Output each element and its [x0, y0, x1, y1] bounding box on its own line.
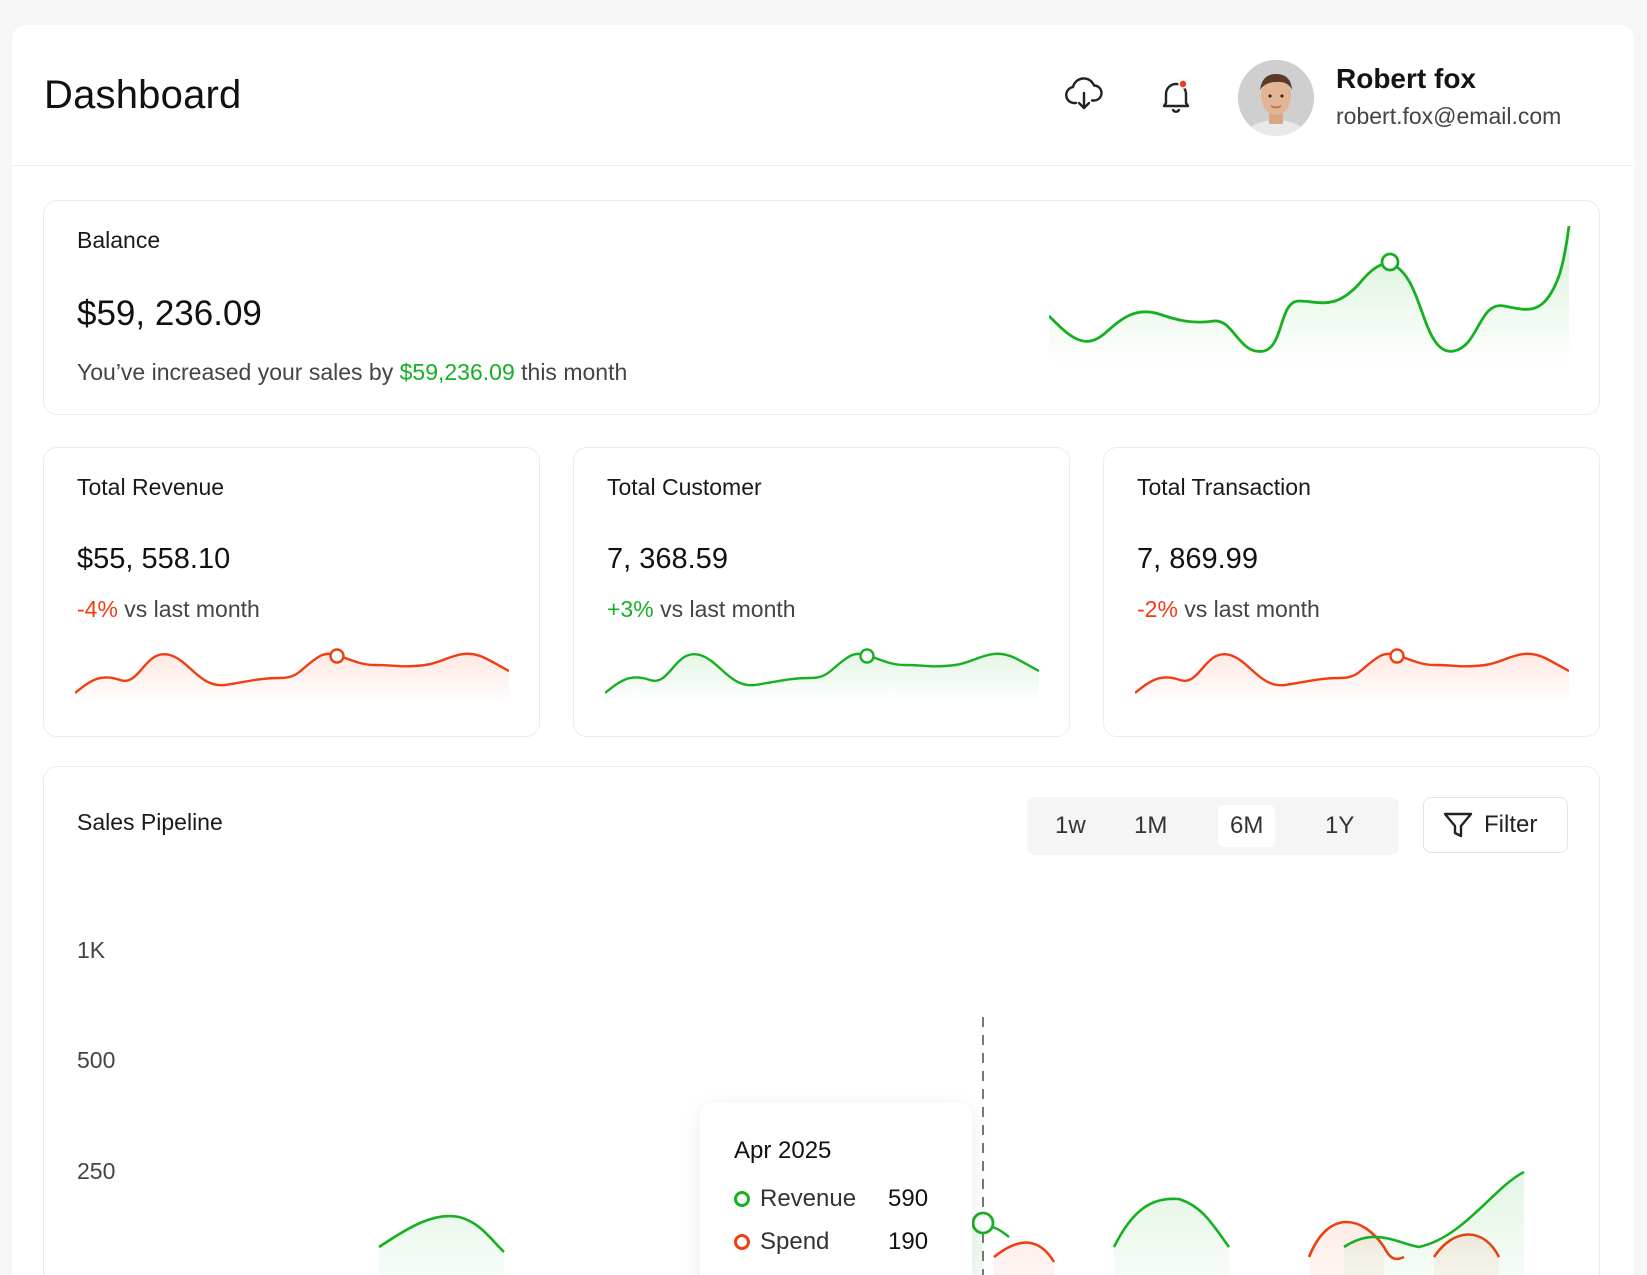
revenue-legend-dot	[734, 1191, 750, 1207]
bell-icon	[1162, 79, 1190, 113]
balance-note: You’ve increased your sales by $59,236.0…	[77, 359, 627, 386]
range-1y[interactable]: 1Y	[1325, 812, 1355, 839]
stat-value: $55, 558.10	[77, 543, 231, 575]
stat-label: Total Transaction	[1137, 474, 1311, 500]
tooltip-row-value: 590	[888, 1185, 929, 1212]
pipeline-title: Sales Pipeline	[77, 809, 223, 835]
stat-value: 7, 368.59	[607, 543, 728, 575]
balance-note-prefix: You’ve increased your sales by	[77, 359, 400, 385]
revenue-spark-line	[75, 652, 509, 694]
range-selector: 1w 1M 6M 1Y	[1027, 797, 1399, 855]
transaction-sparkline	[1135, 648, 1569, 703]
stat-value: 7, 869.99	[1137, 543, 1258, 575]
stat-card-customer: Total Customer 7, 368.59 +3% vs last mon…	[573, 447, 1070, 737]
top-header: Dashboard	[12, 25, 1634, 166]
download-button[interactable]	[1060, 71, 1108, 119]
filter-label: Filter	[1484, 811, 1538, 838]
balance-value: $59, 236.09	[77, 294, 262, 333]
tooltip-row-label: Spend	[760, 1228, 830, 1255]
stat-change-percent: -2%	[1137, 596, 1178, 622]
cloud-download-icon	[1065, 77, 1103, 110]
notifications-button[interactable]	[1152, 71, 1200, 119]
stat-change: +3% vs last month	[607, 596, 796, 623]
balance-card: Balance $59, 236.09 You’ve increased you…	[43, 200, 1600, 415]
stat-change-percent: +3%	[607, 596, 654, 622]
balance-note-amount: $59,236.09	[399, 359, 515, 385]
revenue-spark-marker	[329, 648, 345, 664]
y-tick: 1K	[77, 937, 106, 963]
balance-label: Balance	[77, 227, 161, 253]
tooltip-title: Apr 2025	[734, 1137, 832, 1164]
avatar[interactable]	[1238, 60, 1314, 136]
revenue-sparkline	[75, 648, 509, 703]
balance-note-suffix: this month	[514, 359, 628, 385]
chart-tooltip: Apr 2025 Revenue 590 Spend 190	[700, 1103, 972, 1275]
spend-legend-dot	[734, 1234, 750, 1250]
stat-change-suffix: vs last month	[117, 596, 260, 622]
range-1w[interactable]: 1w	[1055, 812, 1086, 839]
user-email: robert.fox@email.com	[1336, 103, 1562, 129]
range-1m[interactable]: 1M	[1134, 812, 1168, 839]
balance-sparkline	[1049, 226, 1571, 366]
balance-spark-area	[1049, 226, 1569, 366]
stat-change: -4% vs last month	[77, 596, 260, 623]
stat-card-revenue: Total Revenue $55, 558.10 -4% vs last mo…	[43, 447, 540, 737]
transaction-spark-area	[1135, 653, 1569, 703]
filter-button[interactable]: Filter	[1423, 797, 1568, 853]
notification-dot	[1178, 79, 1188, 89]
stat-change-suffix: vs last month	[1177, 596, 1320, 622]
transaction-spark-marker	[1389, 648, 1405, 664]
stat-label: Total Customer	[607, 474, 762, 500]
y-tick: 250	[77, 1158, 116, 1184]
stat-label: Total Revenue	[77, 474, 225, 500]
customer-sparkline	[605, 648, 1039, 703]
revenue-spark-area	[75, 653, 509, 703]
balance-spark-line	[1049, 226, 1571, 353]
stat-change: -2% vs last month	[1137, 596, 1320, 623]
user-name: Robert fox	[1336, 63, 1476, 94]
avatar-portrait	[1238, 60, 1314, 136]
tooltip-row-spend: Spend	[734, 1228, 829, 1256]
transaction-spark-line	[1135, 652, 1569, 694]
stat-change-suffix: vs last month	[653, 596, 796, 622]
y-tick: 500	[77, 1047, 116, 1073]
balance-spark-marker	[1380, 252, 1400, 272]
range-6m[interactable]: 6M	[1218, 805, 1276, 847]
sales-pipeline-card: Sales Pipeline 1w 1M 6M 1Y Filter 1K 500…	[43, 766, 1600, 1275]
tooltip-row-revenue: Revenue	[734, 1185, 856, 1213]
revenue-hover-marker	[971, 1211, 995, 1235]
customer-spark-area	[605, 653, 1039, 703]
customer-spark-line	[605, 652, 1039, 694]
tooltip-row-label: Revenue	[760, 1185, 857, 1212]
stat-change-percent: -4%	[77, 596, 118, 622]
filter-icon	[1443, 812, 1473, 838]
page-title: Dashboard	[44, 73, 242, 117]
tooltip-row-value: 190	[888, 1228, 929, 1255]
stat-card-transaction: Total Transaction 7, 869.99 -2% vs last …	[1103, 447, 1600, 737]
customer-spark-marker	[859, 648, 875, 664]
dashboard-frame: Dashboard	[12, 25, 1634, 1275]
